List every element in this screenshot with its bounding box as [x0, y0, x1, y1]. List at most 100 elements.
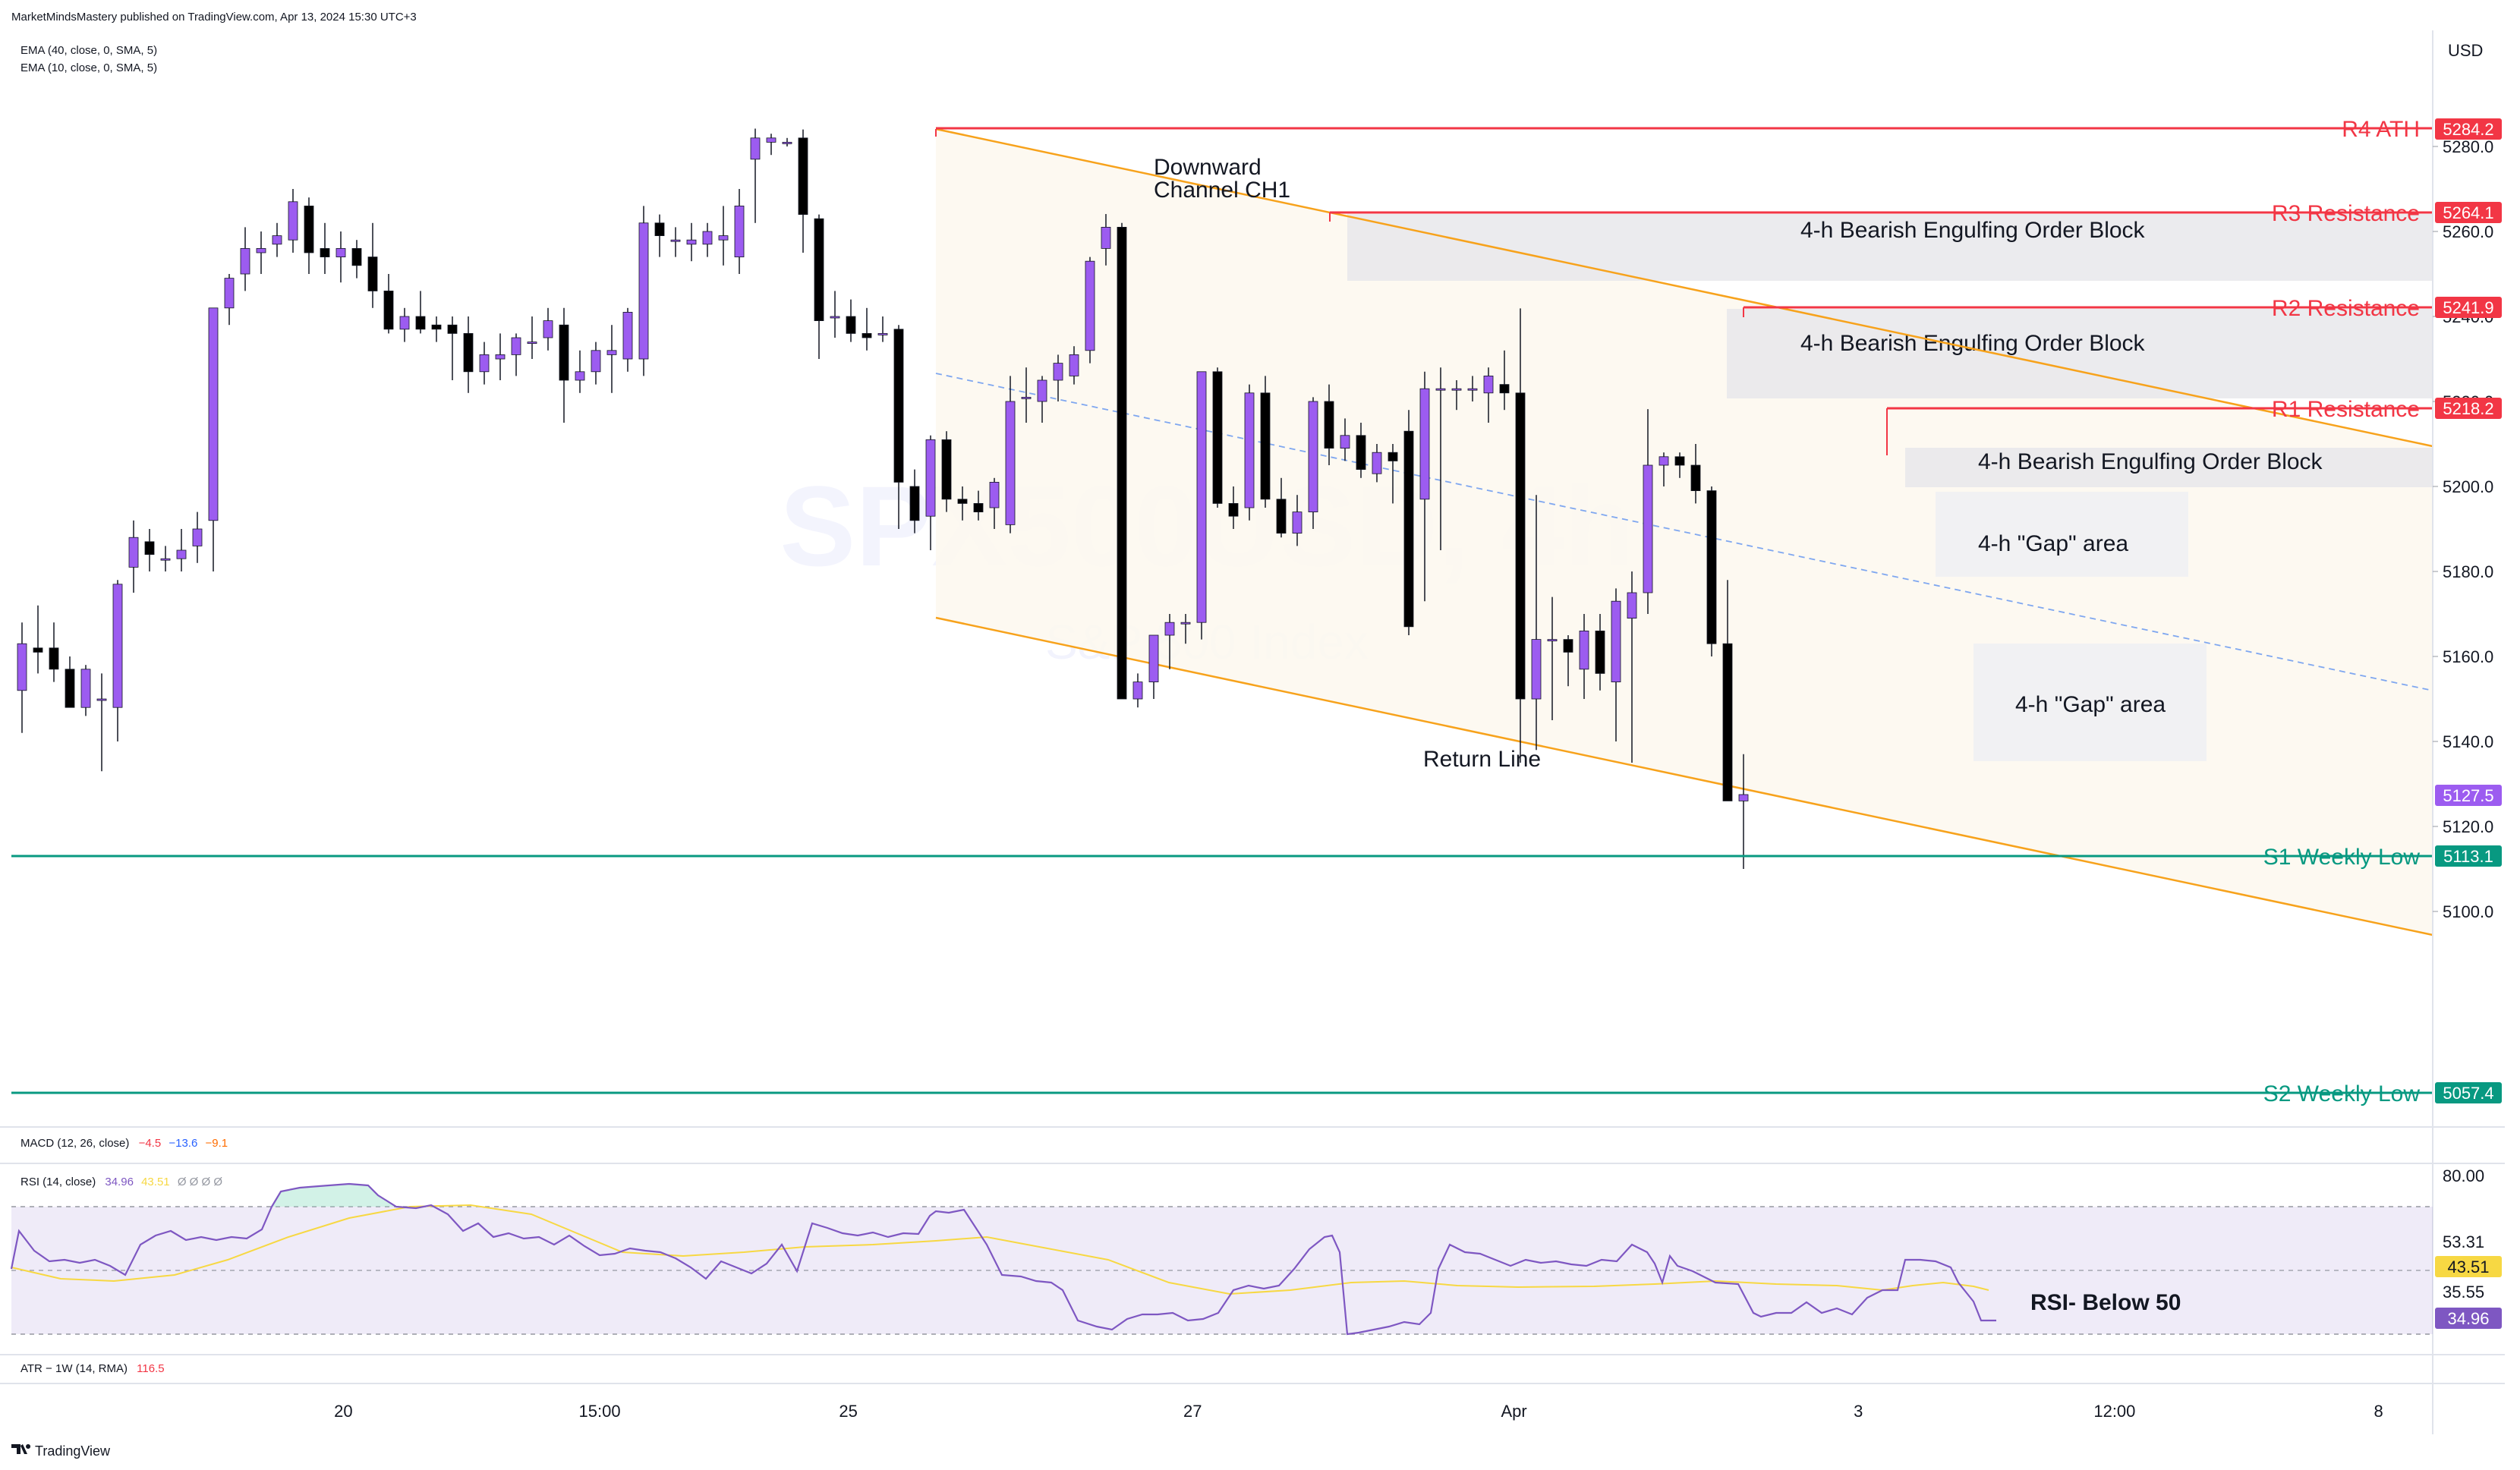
candle[interactable]	[431, 316, 442, 342]
candle[interactable]	[1451, 380, 1462, 411]
candle[interactable]	[1085, 257, 1095, 364]
candle[interactable]	[766, 134, 776, 156]
candle[interactable]	[240, 227, 250, 291]
candle[interactable]	[351, 240, 362, 279]
candle[interactable]	[1690, 444, 1701, 504]
candle[interactable]	[128, 520, 139, 593]
candle[interactable]	[1101, 214, 1111, 266]
candle[interactable]	[1658, 452, 1669, 486]
candle[interactable]	[1021, 367, 1032, 423]
candle[interactable]	[383, 274, 394, 334]
tradingview-logo[interactable]: TradingView	[11, 1443, 111, 1459]
candle[interactable]	[591, 342, 601, 385]
candle[interactable]	[1196, 371, 1207, 640]
candle[interactable]	[1419, 371, 1430, 602]
candle[interactable]	[543, 307, 553, 351]
candle[interactable]	[1228, 486, 1239, 529]
candle[interactable]	[1212, 367, 1223, 508]
rsi-line[interactable]	[10, 1182, 1996, 1336]
candle[interactable]	[144, 529, 155, 571]
candle[interactable]	[1276, 477, 1287, 538]
candle[interactable]	[272, 222, 282, 257]
candle[interactable]	[112, 580, 123, 741]
candle[interactable]	[925, 435, 936, 550]
candle[interactable]	[1595, 614, 1605, 691]
candle[interactable]	[686, 222, 697, 262]
candle[interactable]	[96, 673, 107, 772]
candle[interactable]	[17, 622, 27, 733]
candle[interactable]	[1722, 580, 1733, 801]
candle[interactable]	[1579, 614, 1589, 699]
candle[interactable]	[1531, 495, 1542, 751]
candle[interactable]	[1308, 397, 1318, 529]
candle[interactable]	[415, 291, 426, 334]
candle[interactable]	[192, 512, 203, 563]
candle[interactable]	[1292, 495, 1303, 546]
candle[interactable]	[1403, 410, 1414, 635]
candle[interactable]	[1037, 376, 1047, 423]
candle[interactable]	[80, 665, 91, 716]
candle[interactable]	[1547, 596, 1558, 720]
candle[interactable]	[1148, 634, 1159, 699]
candle[interactable]	[622, 307, 633, 372]
candle[interactable]	[1467, 376, 1478, 401]
candle[interactable]	[1340, 418, 1350, 461]
candle[interactable]	[1515, 308, 1526, 763]
candle[interactable]	[782, 137, 792, 146]
candle[interactable]	[638, 206, 649, 376]
candle[interactable]	[989, 477, 1000, 529]
candle[interactable]	[495, 333, 506, 380]
candle[interactable]	[606, 325, 617, 393]
candle[interactable]	[862, 307, 872, 351]
candle[interactable]	[49, 622, 59, 682]
candle[interactable]	[750, 128, 761, 223]
candle[interactable]	[527, 316, 537, 359]
candle[interactable]	[1244, 384, 1255, 521]
candle[interactable]	[511, 333, 521, 376]
candle[interactable]	[320, 222, 330, 274]
candle[interactable]	[224, 274, 235, 326]
candle[interactable]	[877, 316, 888, 342]
candle[interactable]	[479, 342, 490, 385]
candle[interactable]	[1435, 367, 1446, 550]
candle[interactable]	[1053, 354, 1063, 401]
candle[interactable]	[208, 307, 219, 571]
candle[interactable]	[1324, 384, 1334, 465]
candle[interactable]	[1164, 614, 1175, 669]
candle[interactable]	[718, 206, 729, 266]
candle[interactable]	[1260, 376, 1271, 508]
candle[interactable]	[1643, 409, 1653, 614]
candle[interactable]	[447, 316, 458, 380]
candle[interactable]	[399, 307, 410, 342]
candle[interactable]	[1132, 673, 1143, 708]
candle[interactable]	[33, 605, 43, 674]
candle[interactable]	[654, 214, 665, 257]
candle[interactable]	[160, 546, 171, 571]
candle[interactable]	[1627, 571, 1637, 763]
candle[interactable]	[463, 316, 474, 393]
candle[interactable]	[957, 486, 968, 521]
candle[interactable]	[367, 222, 378, 308]
candle[interactable]	[1738, 754, 1749, 869]
candle[interactable]	[1674, 452, 1685, 478]
candle[interactable]	[1563, 635, 1573, 687]
candle[interactable]	[941, 431, 952, 512]
candle[interactable]	[1499, 350, 1510, 411]
candle[interactable]	[798, 129, 808, 253]
candle[interactable]	[1117, 222, 1127, 700]
candle[interactable]	[1611, 588, 1621, 741]
candle[interactable]	[1069, 346, 1079, 385]
candle[interactable]	[559, 307, 569, 423]
candle[interactable]	[814, 214, 824, 359]
candle[interactable]	[1483, 367, 1494, 423]
candle[interactable]	[846, 299, 856, 342]
candle[interactable]	[973, 490, 984, 521]
candle[interactable]	[734, 189, 745, 274]
candle[interactable]	[575, 350, 585, 393]
candle[interactable]	[1706, 486, 1717, 656]
candle[interactable]	[1005, 376, 1016, 534]
candle[interactable]	[1180, 614, 1191, 644]
candle[interactable]	[702, 222, 713, 257]
candle[interactable]	[893, 325, 904, 529]
